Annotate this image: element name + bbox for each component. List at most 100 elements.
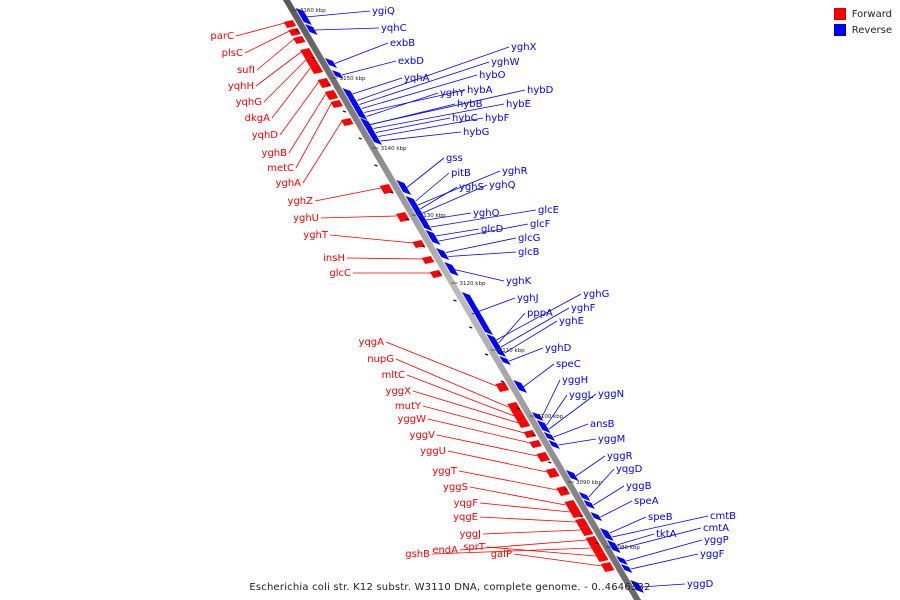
reverse-gene-arrow[interactable] bbox=[295, 8, 312, 25]
reverse-gene-arrow[interactable] bbox=[630, 580, 645, 593]
forward-gene-arrow[interactable] bbox=[529, 440, 542, 448]
reverse-gene-label[interactable]: yqgD bbox=[616, 464, 643, 475]
reverse-gene-arrow[interactable] bbox=[370, 136, 383, 145]
forward-gene-arrow[interactable] bbox=[536, 452, 551, 462]
reverse-gene-label[interactable]: glcG bbox=[518, 233, 540, 244]
forward-gene-label[interactable]: yggU bbox=[420, 446, 446, 457]
forward-gene-label[interactable]: gshB bbox=[405, 549, 430, 560]
reverse-gene-arrow[interactable] bbox=[583, 500, 595, 509]
reverse-gene-label[interactable]: cmtB bbox=[710, 511, 736, 522]
forward-gene-arrow[interactable] bbox=[545, 468, 560, 478]
reverse-gene-arrow[interactable] bbox=[578, 492, 591, 501]
reverse-gene-arrow[interactable] bbox=[539, 424, 551, 433]
reverse-gene-arrow[interactable] bbox=[365, 128, 377, 136]
forward-gene-arrow[interactable] bbox=[556, 486, 570, 496]
forward-gene-label[interactable]: yghU bbox=[293, 213, 319, 224]
reverse-gene-label[interactable]: hybF bbox=[485, 113, 510, 124]
forward-gene-label[interactable]: sufI bbox=[237, 65, 255, 76]
reverse-gene-arrow[interactable] bbox=[354, 108, 366, 116]
forward-gene-label[interactable]: metC bbox=[267, 163, 294, 174]
forward-gene-label[interactable]: galP bbox=[491, 549, 512, 560]
reverse-gene-arrow[interactable] bbox=[616, 556, 628, 565]
forward-gene-label[interactable]: yqhH bbox=[228, 81, 254, 92]
forward-gene-label[interactable]: yghB bbox=[262, 148, 288, 159]
reverse-gene-label[interactable]: glcB bbox=[518, 247, 540, 258]
reverse-gene-label[interactable]: tktA bbox=[656, 529, 677, 540]
reverse-gene-arrow[interactable] bbox=[461, 292, 494, 335]
forward-gene-label[interactable]: parC bbox=[210, 31, 234, 42]
reverse-gene-arrow[interactable] bbox=[416, 214, 429, 225]
forward-gene-arrow[interactable] bbox=[495, 382, 510, 392]
reverse-gene-arrow[interactable] bbox=[429, 236, 441, 245]
reverse-gene-label[interactable]: yggD bbox=[687, 579, 714, 590]
forward-gene-arrow[interactable] bbox=[513, 412, 527, 422]
reverse-gene-label[interactable]: speA bbox=[634, 496, 659, 507]
reverse-gene-arrow[interactable] bbox=[351, 104, 363, 112]
reverse-gene-label[interactable]: ygiQ bbox=[372, 6, 395, 17]
forward-gene-label[interactable]: yqgE bbox=[453, 512, 478, 523]
reverse-gene-arrow[interactable] bbox=[347, 96, 359, 104]
forward-gene-label[interactable]: yqgF bbox=[454, 498, 479, 509]
reverse-gene-arrow[interactable] bbox=[532, 412, 544, 421]
reverse-gene-label[interactable]: hybE bbox=[506, 99, 531, 110]
reverse-gene-label[interactable]: yghS bbox=[459, 182, 484, 193]
reverse-gene-arrow[interactable] bbox=[305, 24, 318, 35]
reverse-gene-label[interactable]: hybG bbox=[463, 127, 489, 138]
reverse-gene-arrow[interactable] bbox=[363, 124, 375, 132]
reverse-gene-arrow[interactable] bbox=[548, 440, 560, 449]
reverse-gene-label[interactable]: gss bbox=[446, 153, 463, 164]
forward-gene-arrow[interactable] bbox=[594, 552, 609, 562]
reverse-gene-arrow[interactable] bbox=[602, 532, 614, 541]
forward-gene-label[interactable]: endA bbox=[432, 545, 458, 556]
forward-gene-arrow[interactable] bbox=[600, 562, 615, 572]
reverse-gene-label[interactable]: speB bbox=[648, 512, 673, 523]
forward-gene-arrow[interactable] bbox=[421, 256, 435, 264]
forward-gene-arrow[interactable] bbox=[293, 36, 306, 44]
reverse-gene-label[interactable]: yghQ bbox=[489, 180, 516, 191]
reverse-gene-label[interactable]: yggF bbox=[700, 549, 725, 560]
reverse-gene-label[interactable]: speC bbox=[556, 359, 581, 370]
forward-gene-label[interactable]: dkgA bbox=[245, 113, 270, 124]
reverse-gene-label[interactable]: yghR bbox=[502, 166, 528, 177]
reverse-gene-arrow[interactable] bbox=[361, 120, 373, 128]
reverse-gene-arrow[interactable] bbox=[412, 208, 425, 217]
reverse-gene-label[interactable]: cmtA bbox=[703, 523, 729, 534]
reverse-gene-label[interactable]: ansB bbox=[590, 419, 615, 430]
reverse-gene-label[interactable]: yggM bbox=[598, 434, 625, 445]
reverse-gene-label[interactable]: yghO bbox=[473, 208, 500, 219]
reverse-gene-label[interactable]: hybC bbox=[452, 113, 478, 124]
reverse-gene-arrow[interactable] bbox=[420, 222, 433, 231]
reverse-gene-arrow[interactable] bbox=[491, 342, 503, 351]
reverse-gene-label[interactable]: glcE bbox=[538, 205, 559, 216]
reverse-gene-label[interactable]: yggR bbox=[607, 451, 633, 462]
forward-gene-label[interactable]: yggT bbox=[432, 466, 458, 477]
reverse-gene-arrow[interactable] bbox=[513, 380, 528, 393]
forward-gene-arrow[interactable] bbox=[300, 48, 314, 58]
forward-gene-arrow[interactable] bbox=[579, 526, 594, 536]
forward-gene-label[interactable]: nupG bbox=[367, 354, 394, 365]
reverse-gene-label[interactable]: hybB bbox=[457, 99, 483, 110]
reverse-gene-arrow[interactable] bbox=[331, 70, 344, 79]
reverse-gene-label[interactable]: yghY bbox=[440, 88, 466, 99]
reverse-gene-arrow[interactable] bbox=[590, 512, 602, 521]
forward-gene-label[interactable]: yggW bbox=[397, 414, 426, 425]
reverse-gene-label[interactable]: glcF bbox=[530, 219, 551, 230]
forward-gene-arrow[interactable] bbox=[429, 270, 443, 278]
forward-gene-label[interactable]: yqgA bbox=[359, 337, 385, 348]
forward-gene-label[interactable]: sprT bbox=[463, 542, 486, 553]
forward-gene-arrow[interactable] bbox=[569, 508, 583, 518]
reverse-gene-arrow[interactable] bbox=[444, 262, 459, 276]
forward-gene-arrow[interactable] bbox=[330, 100, 343, 108]
reverse-gene-label[interactable]: yghX bbox=[511, 42, 537, 53]
forward-gene-label[interactable]: yggJ bbox=[459, 529, 481, 540]
forward-gene-arrow[interactable] bbox=[517, 420, 531, 428]
forward-gene-label[interactable]: yghA bbox=[276, 178, 302, 189]
reverse-gene-label[interactable]: hybA bbox=[467, 85, 493, 96]
reverse-gene-label[interactable]: yghE bbox=[559, 316, 584, 327]
forward-gene-arrow[interactable] bbox=[523, 430, 537, 438]
forward-gene-arrow[interactable] bbox=[324, 90, 339, 100]
forward-gene-arrow[interactable] bbox=[288, 28, 301, 36]
forward-gene-arrow[interactable] bbox=[304, 56, 319, 66]
reverse-gene-label[interactable]: yghD bbox=[545, 343, 572, 354]
forward-gene-label[interactable]: glcC bbox=[329, 268, 351, 279]
